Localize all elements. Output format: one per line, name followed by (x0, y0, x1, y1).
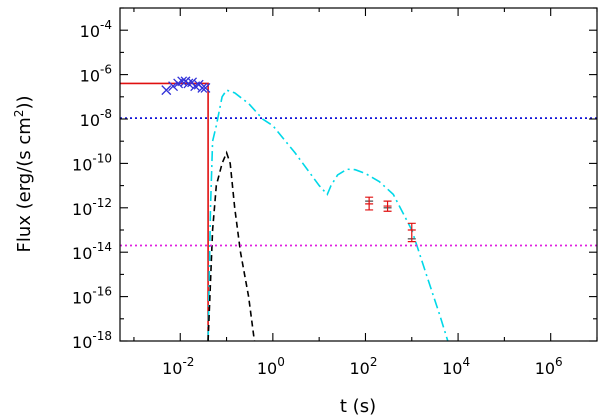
x-tick-label-2: 100 (257, 355, 285, 378)
x-tick-label-1-exp: -2 (182, 355, 194, 369)
cross-marker-2 (168, 81, 179, 92)
x-tick-label-3: 102 (349, 355, 377, 378)
y-tick-label-2-exp: -6 (100, 63, 112, 77)
y-tick-label-2-base: 10 (80, 67, 100, 86)
x-tick-label-3-base: 10 (349, 359, 369, 378)
y-tick-label-5-exp: -12 (92, 196, 112, 210)
cross-marker-11 (200, 83, 211, 93)
x-tick-label-4-exp: 4 (462, 355, 470, 369)
y-tick-label-8-base: 10 (72, 333, 92, 352)
error-bar-3 (407, 222, 416, 243)
x-tick-label-1-base: 10 (162, 359, 182, 378)
y-axis-title-tail: )) (14, 95, 35, 109)
x-tick-label-2-exp: 0 (277, 355, 285, 369)
y-tick-label-8: 10-18 (72, 329, 112, 352)
cross-marker-1 (161, 85, 172, 96)
y-tick-label-7-exp: -16 (92, 285, 112, 299)
y-axis-title: Flux (erg/(s cm2)) (12, 95, 35, 252)
series-line-1 (120, 82, 209, 341)
cross-marker-4 (177, 76, 188, 87)
chart-marks (120, 76, 597, 342)
x-tick-label-4-base: 10 (442, 359, 462, 378)
error-bar-1 (365, 196, 374, 211)
y-tick-label-6-base: 10 (72, 244, 92, 263)
x-tick-label-5: 106 (535, 355, 563, 378)
y-tick-label-1-exp: -4 (100, 18, 112, 32)
y-tick-label-5-base: 10 (72, 200, 92, 219)
y-tick-label-3-exp: -8 (100, 107, 112, 121)
error-bar-2 (383, 200, 392, 212)
x-tick-label-5-base: 10 (535, 359, 555, 378)
y-tick-label-5: 10-12 (72, 196, 112, 219)
y-tick-label-6: 10-14 (72, 240, 112, 263)
x-tick-label-5-exp: 6 (555, 355, 563, 369)
y-tick-label-4: 10-10 (72, 151, 112, 174)
y-axis-title-main: Flux (erg/(s cm (14, 117, 35, 252)
axis-ticks (120, 7, 598, 342)
y-tick-label-4-base: 10 (72, 155, 92, 174)
x-tick-label-1: 10-2 (162, 355, 194, 378)
cross-marker-10 (197, 83, 208, 93)
y-tick-label-3: 10-8 (80, 107, 112, 130)
series-line-3 (207, 150, 256, 342)
series-line-2 (207, 89, 449, 342)
x-tick-label-4: 104 (442, 355, 470, 378)
y-tick-label-6-exp: -14 (92, 240, 112, 254)
y-tick-label-2: 10-6 (80, 63, 112, 86)
y-tick-label-8-exp: -18 (92, 329, 112, 343)
y-tick-label-7: 10-16 (72, 285, 112, 308)
x-tick-label-3-exp: 2 (370, 355, 378, 369)
tick-labels: 10-2 100 102 104 10610-410-610-810-1010-1210… (72, 18, 563, 378)
y-tick-label-1-base: 10 (80, 22, 100, 41)
y-tick-label-7-base: 10 (72, 289, 92, 308)
cross-marker-6 (183, 78, 194, 89)
x-axis-title: t (s) (340, 396, 376, 417)
y-tick-label-1: 10-4 (80, 18, 112, 41)
y-tick-label-3-base: 10 (80, 111, 100, 130)
x-tick-label-2-base: 10 (257, 359, 277, 378)
plot-frame (119, 7, 598, 342)
y-axis-title-sup: 2 (12, 110, 26, 118)
y-tick-label-4-exp: -10 (92, 151, 112, 165)
